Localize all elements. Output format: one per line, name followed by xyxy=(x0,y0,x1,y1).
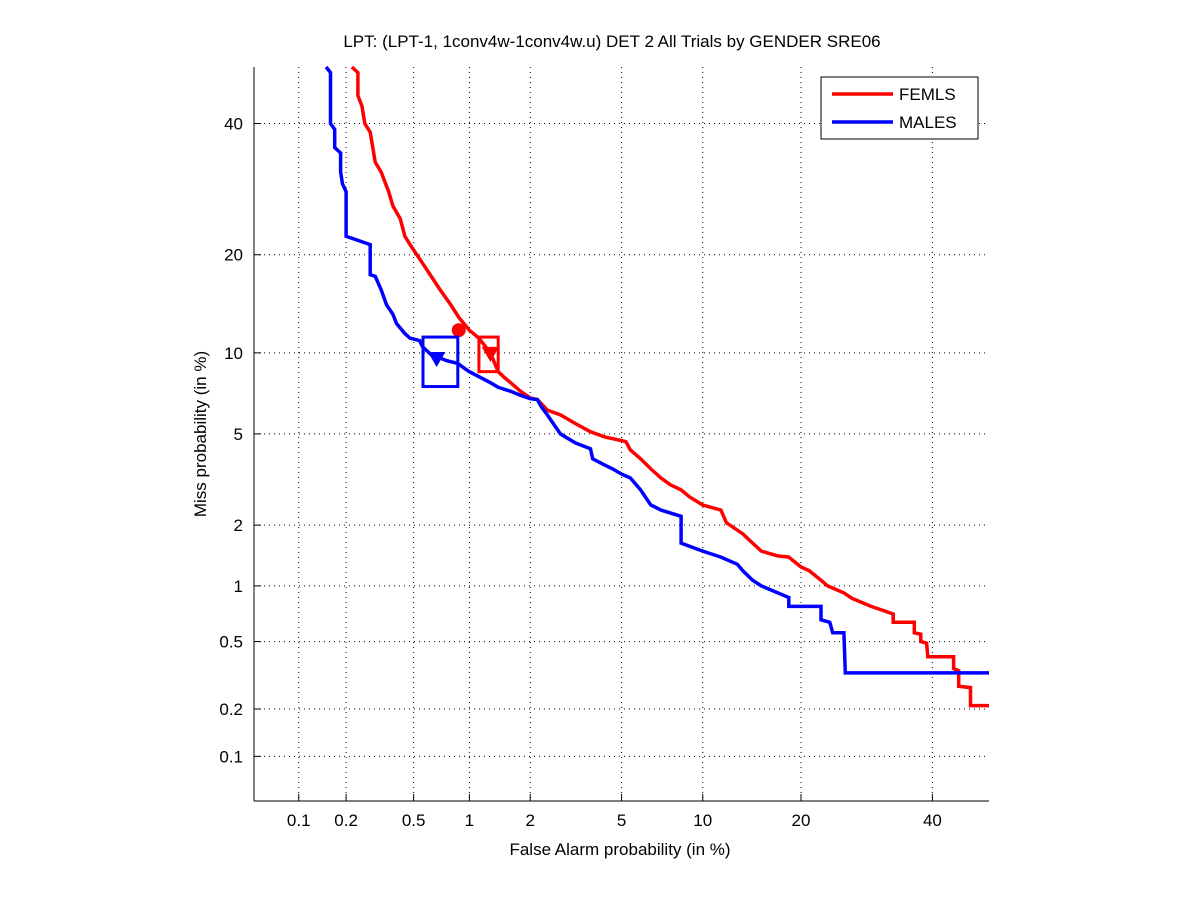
x-tick-label: 0.1 xyxy=(287,811,311,830)
y-tick-label: 10 xyxy=(224,344,243,363)
y-tick-label: 0.1 xyxy=(219,747,243,766)
x-tick-label: 10 xyxy=(693,811,712,830)
confidence-box-femls xyxy=(477,335,500,374)
marker-circle-femls xyxy=(451,323,466,338)
y-axis-label: Miss probability (in %) xyxy=(191,351,210,517)
legend-box xyxy=(820,76,979,140)
legend-label-males: MALES xyxy=(899,113,957,132)
y-tick-label: 5 xyxy=(234,425,243,444)
y-tick-label: 0.2 xyxy=(219,700,243,719)
y-tick-label: 1 xyxy=(234,577,243,596)
series-line-males xyxy=(324,65,989,675)
marker-triangle-males xyxy=(427,352,446,368)
x-tick-label: 0.5 xyxy=(402,811,426,830)
y-tick-label: 40 xyxy=(224,115,243,134)
x-tick-label: 2 xyxy=(526,811,535,830)
x-tick-label: 20 xyxy=(792,811,811,830)
series-layer xyxy=(324,65,989,708)
marker-triangle-femls xyxy=(481,346,500,362)
legend-label-femls: FEMLS xyxy=(899,85,956,104)
chart-title: LPT: (LPT-1, 1conv4w-1conv4w.u) DET 2 Al… xyxy=(343,32,880,51)
series-line-femls xyxy=(350,65,989,708)
x-tick-label: 5 xyxy=(617,811,626,830)
y-ticks: 0.1 0.2 0.5 1 2 5 10 20 40 xyxy=(219,115,261,766)
x-tick-label: 1 xyxy=(465,811,474,830)
marker-layer xyxy=(421,323,500,389)
confidence-box-males xyxy=(421,335,460,389)
y-tick-label: 20 xyxy=(224,246,243,265)
x-tick-label: 40 xyxy=(923,811,942,830)
y-tick-label: 2 xyxy=(234,516,243,535)
x-tick-label: 0.2 xyxy=(334,811,358,830)
x-axis-label: False Alarm probability (in %) xyxy=(509,840,730,859)
legend: FEMLS MALES xyxy=(820,76,979,140)
y-tick-label: 0.5 xyxy=(219,633,243,652)
x-ticks: 0.1 0.2 0.5 1 2 5 10 20 40 xyxy=(287,794,942,830)
